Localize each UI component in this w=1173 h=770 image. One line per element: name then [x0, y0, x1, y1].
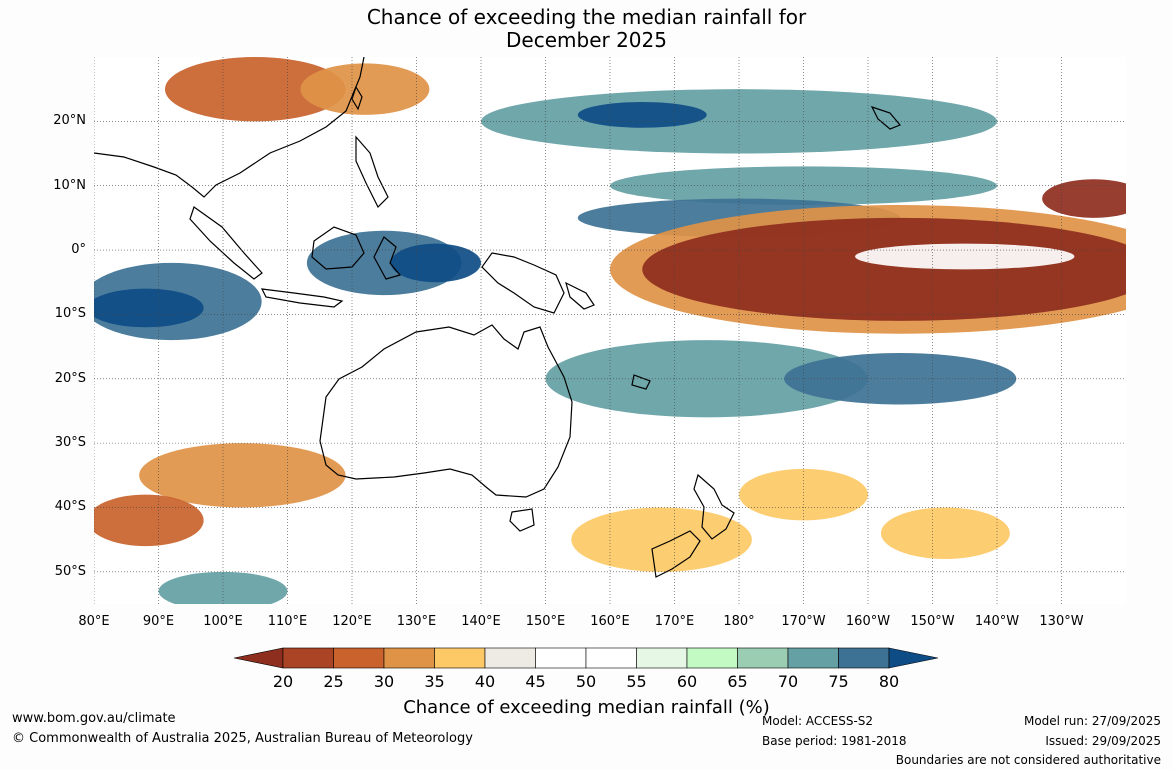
region-maritime-core	[390, 243, 481, 283]
colorbar-tick-label: 40	[474, 672, 496, 691]
longitude-label: 140°W	[974, 614, 1020, 629]
new-zealand-north-coastline	[693, 473, 735, 540]
longitude-label: 150°E	[525, 614, 566, 629]
colorbar	[234, 647, 939, 669]
region-se-pacific-dry	[739, 468, 868, 521]
borneo-coastline	[311, 226, 365, 270]
colorbar-tick-label: 80	[878, 672, 900, 691]
taiwan-coastline	[351, 85, 363, 111]
rainfall-map	[94, 57, 1126, 604]
tasmania-coastline	[509, 508, 535, 532]
coastlines	[94, 57, 901, 578]
longitude-label: 160°E	[590, 614, 630, 629]
boundary-disclaimer: Boundaries are not considered authoritat…	[895, 753, 1161, 767]
longitude-label: 80°E	[78, 614, 110, 629]
colorbar-tick-label: 60	[676, 672, 698, 691]
latitude-label: 10°N	[53, 177, 86, 193]
latitude-label: 20°N	[53, 113, 86, 129]
website-link[interactable]: www.bom.gov.au/climate	[12, 711, 176, 726]
longitude-label: 180°	[723, 614, 755, 629]
philippines-coastline	[355, 135, 389, 209]
longitude-label: 100°E	[203, 614, 243, 629]
colorbar-tick-label: 45	[525, 672, 546, 691]
sulawesi-coastline	[373, 236, 402, 280]
region-band-10n-wet	[610, 166, 997, 206]
map-title-line1: Chance of exceeding the median rainfall …	[366, 5, 807, 29]
region-indian-core	[94, 288, 204, 328]
australia-coastline	[319, 324, 573, 498]
rainfall-regions	[94, 57, 1126, 604]
colorbar-segment	[383, 647, 435, 669]
new-guinea-coastline	[481, 252, 565, 314]
colorbar-segment	[737, 647, 789, 669]
new-zealand-south-coastline	[651, 530, 701, 578]
region-far-south-wet	[158, 571, 288, 604]
java-coastline	[260, 288, 344, 308]
longitude-label: 120°E	[332, 614, 372, 629]
region-eq-pacific-hole	[855, 243, 1075, 270]
colorbar-segment	[636, 647, 688, 669]
model-name: Model: ACCESS-S2	[762, 714, 874, 728]
region-eq-pacific-dry	[642, 217, 1126, 321]
longitude-label: 170°W	[781, 614, 826, 629]
region-spcz-east-wet	[784, 353, 1017, 405]
colorbar-title: Chance of exceeding median rainfall (%)	[403, 697, 770, 718]
colorbar-segment	[333, 647, 385, 669]
region-north-asia-dry2	[300, 63, 430, 115]
region-nz-south-dry	[571, 507, 752, 572]
colorbar-tick-label: 55	[626, 672, 647, 691]
region-south-pacific-dry	[880, 507, 1010, 559]
colorbar-segment	[434, 647, 486, 669]
colorbar-tick-label: 20	[272, 672, 294, 691]
graticule	[94, 57, 1126, 604]
colorbar-segment	[535, 647, 587, 669]
colorbar-tick-label: 65	[727, 672, 748, 691]
region-ne-pacific-dry	[1042, 179, 1126, 218]
longitude-label: 130°E	[396, 614, 437, 629]
longitude-label: 140°E	[461, 614, 501, 629]
latitude-label: 0°	[71, 242, 86, 258]
region-north-asia-dry	[164, 57, 346, 122]
colorbar-segment	[282, 647, 334, 669]
colorbar-tick-label: 75	[828, 672, 849, 691]
longitude-label: 160°W	[845, 614, 891, 629]
longitude-label: 110°E	[267, 614, 308, 629]
longitude-label: 130°W	[1039, 614, 1084, 629]
latitude-label: 50°S	[54, 563, 86, 579]
colorbar-tick-label: 50	[575, 672, 597, 691]
asia-mainland-coastline	[94, 57, 365, 198]
colorbar-segment	[686, 647, 738, 669]
colorbar-tick-label: 70	[777, 672, 799, 691]
region-subtropic-nw-wet-core	[577, 102, 707, 128]
png-islands-coastline	[565, 281, 595, 310]
issued-date: Issued: 29/09/2025	[1045, 734, 1161, 748]
longitude-label: 150°W	[910, 614, 955, 629]
region-south-indian-dry	[139, 443, 346, 508]
colorbar-segment	[787, 647, 839, 669]
colorbar-segment	[484, 647, 536, 669]
model-run-date: Model run: 27/09/2025	[1023, 714, 1161, 728]
latitude-label: 20°S	[54, 370, 86, 386]
colorbar-segments	[234, 647, 939, 669]
hawaii-coastline	[870, 105, 901, 130]
copyright-text: © Commonwealth of Australia 2025, Austra…	[12, 731, 473, 746]
fiji-coastline	[631, 374, 651, 390]
sumatra-coastline	[189, 206, 263, 280]
latitude-label: 40°S	[54, 499, 86, 515]
longitude-label: 170°E	[654, 614, 695, 629]
base-period: Base period: 1981-2018	[762, 734, 907, 748]
colorbar-under-arrow	[234, 647, 284, 669]
colorbar-tick-label: 35	[424, 672, 445, 691]
longitude-label: 90°E	[142, 614, 175, 629]
latitude-label: 10°S	[54, 306, 86, 322]
colorbar-segment	[585, 647, 637, 669]
colorbar-segment	[838, 647, 890, 669]
map-title-line2: December 2025	[506, 28, 667, 52]
colorbar-tick-label: 30	[373, 672, 395, 691]
colorbar-over-arrow	[888, 647, 939, 669]
colorbar-tick-label: 25	[323, 672, 344, 691]
latitude-label: 30°S	[54, 435, 86, 451]
